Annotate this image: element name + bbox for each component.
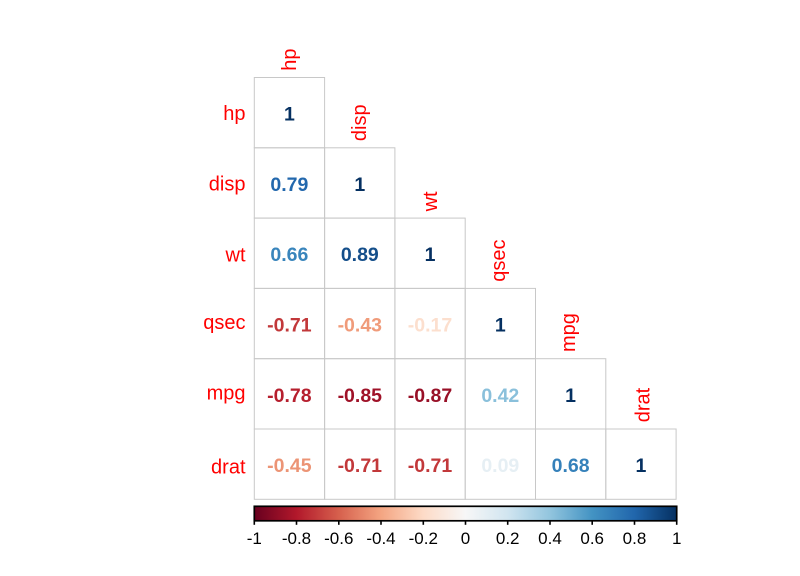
svg-text:-0.71: -0.71 bbox=[267, 315, 312, 337]
svg-text:0.89: 0.89 bbox=[341, 244, 379, 266]
svg-text:1: 1 bbox=[565, 385, 576, 407]
svg-text:drat: drat bbox=[632, 387, 654, 422]
svg-text:mpg: mpg bbox=[207, 383, 246, 405]
svg-text:-0.17: -0.17 bbox=[408, 315, 452, 337]
svg-text:0.2: 0.2 bbox=[496, 529, 520, 548]
svg-text:qsec: qsec bbox=[203, 312, 245, 334]
svg-text:1: 1 bbox=[672, 529, 681, 548]
svg-text:0.6: 0.6 bbox=[580, 529, 604, 548]
svg-text:-0.78: -0.78 bbox=[267, 385, 312, 407]
svg-text:-0.71: -0.71 bbox=[408, 455, 453, 477]
svg-text:disp: disp bbox=[349, 104, 371, 141]
svg-text:0: 0 bbox=[461, 529, 470, 548]
svg-text:mpg: mpg bbox=[558, 313, 580, 352]
svg-text:0.66: 0.66 bbox=[270, 244, 308, 266]
svg-text:0.42: 0.42 bbox=[481, 385, 519, 407]
svg-text:1: 1 bbox=[495, 315, 506, 337]
svg-text:1: 1 bbox=[425, 244, 436, 266]
svg-text:-0.6: -0.6 bbox=[324, 529, 353, 548]
svg-text:wt: wt bbox=[225, 245, 246, 267]
svg-text:0.4: 0.4 bbox=[538, 529, 562, 548]
svg-text:-0.4: -0.4 bbox=[366, 529, 395, 548]
svg-text:0.8: 0.8 bbox=[623, 529, 647, 548]
svg-text:-1: -1 bbox=[247, 529, 262, 548]
svg-text:1: 1 bbox=[284, 104, 295, 126]
svg-text:wt: wt bbox=[420, 191, 442, 212]
svg-text:0.09: 0.09 bbox=[481, 455, 519, 477]
svg-text:hp: hp bbox=[223, 103, 245, 125]
svg-text:qsec: qsec bbox=[488, 239, 510, 281]
svg-text:-0.87: -0.87 bbox=[408, 385, 452, 407]
svg-text:-0.8: -0.8 bbox=[282, 529, 311, 548]
svg-text:-0.2: -0.2 bbox=[409, 529, 438, 548]
svg-text:-0.85: -0.85 bbox=[338, 385, 383, 407]
svg-text:1: 1 bbox=[635, 455, 646, 477]
svg-text:0.79: 0.79 bbox=[270, 174, 308, 196]
svg-text:-0.71: -0.71 bbox=[338, 455, 383, 477]
svg-text:-0.43: -0.43 bbox=[338, 315, 383, 337]
svg-text:-0.45: -0.45 bbox=[267, 455, 312, 477]
svg-text:disp: disp bbox=[209, 174, 246, 196]
svg-text:0.68: 0.68 bbox=[552, 455, 590, 477]
svg-text:drat: drat bbox=[211, 457, 246, 479]
svg-text:hp: hp bbox=[279, 49, 301, 71]
svg-text:1: 1 bbox=[354, 174, 365, 196]
